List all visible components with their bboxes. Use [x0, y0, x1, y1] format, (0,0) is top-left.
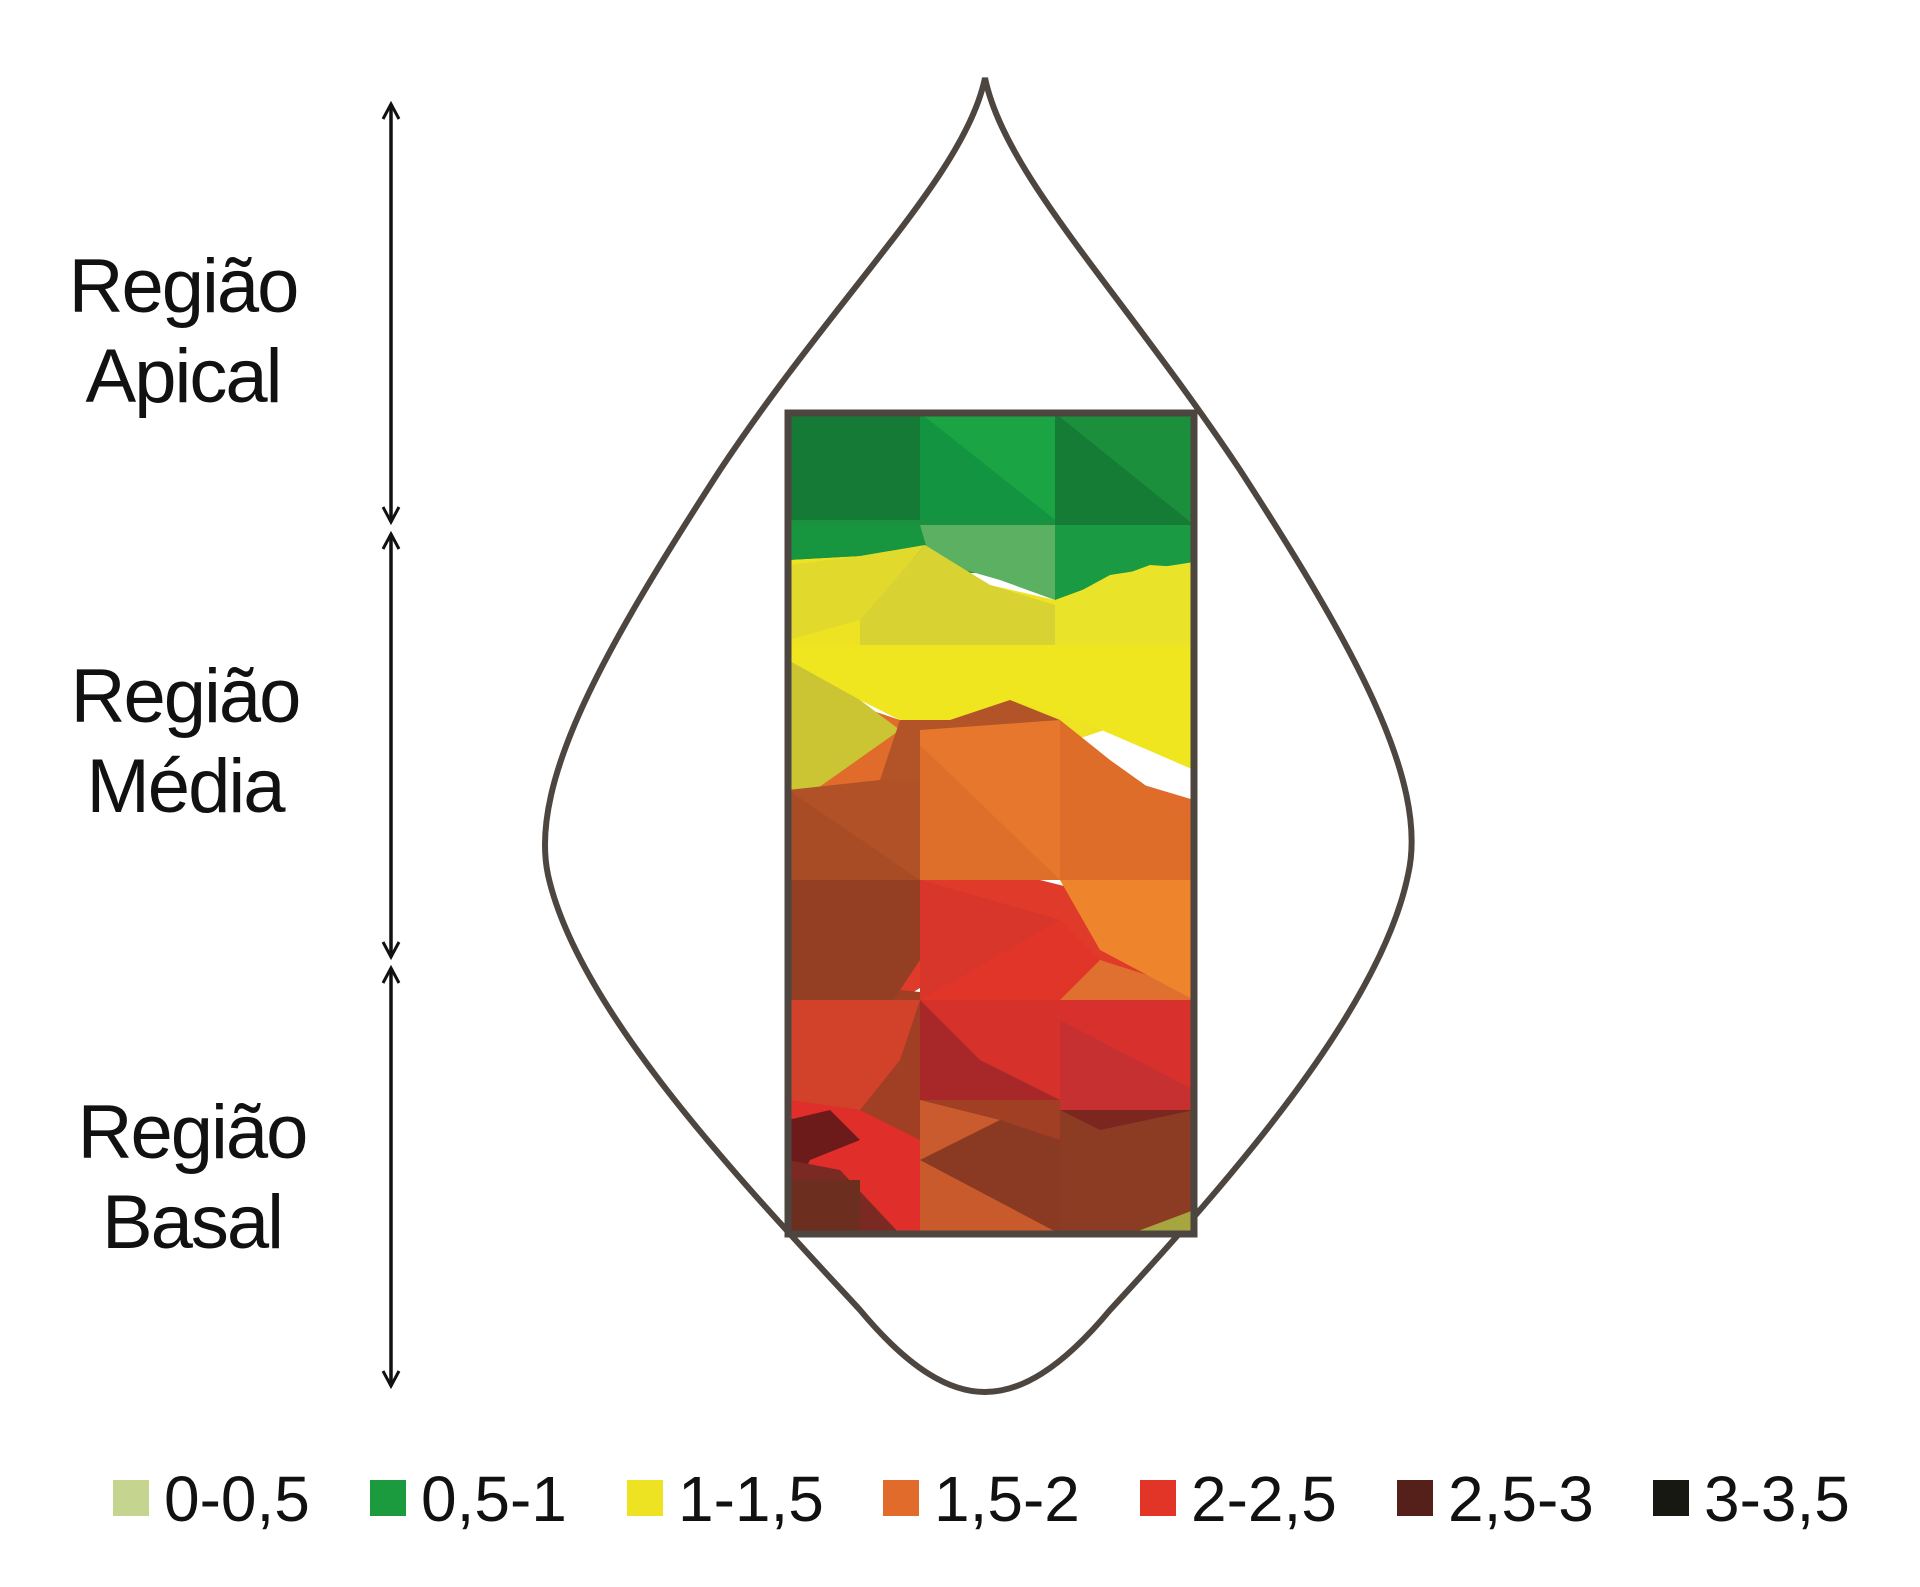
legend-label-4: 2-2,5: [1191, 1463, 1337, 1535]
legend-label-5: 2,5-3: [1448, 1463, 1594, 1535]
legend-swatch-6: [1653, 1480, 1689, 1516]
legend-label-1: 0,5-1: [421, 1463, 567, 1535]
apical-region-label-line1: Região: [69, 244, 298, 329]
legend-swatch-4: [1140, 1480, 1176, 1516]
legend-label-3: 1,5-2: [934, 1463, 1080, 1535]
legend-label-2: 1-1,5: [678, 1463, 824, 1535]
legend-swatch-0: [113, 1480, 149, 1516]
heat-map-frame: [784, 409, 1198, 1238]
legend-label-0: 0-0,5: [164, 1463, 310, 1535]
middle-region-label-line2: Média: [87, 744, 287, 829]
legend-swatch-2: [627, 1480, 663, 1516]
legend-swatch-3: [883, 1480, 919, 1516]
middle-region-label-line1: Região: [71, 654, 300, 739]
legend-label-6: 3-3,5: [1704, 1463, 1850, 1535]
heat-map: [788, 413, 1194, 1234]
leaf-outline: [542, 77, 1415, 1396]
basal-region-label-line2: Basal: [102, 1180, 282, 1265]
legend-swatch-1: [370, 1480, 406, 1516]
apical-region-label-line2: Apical: [86, 334, 281, 419]
legend-swatch-5: [1397, 1480, 1433, 1516]
basal-region-label-line1: Região: [78, 1090, 307, 1175]
legend: 0-0,5 0,5-1 1-1,5 1,5-2 2-2,5 2,5-3 3-3,…: [113, 1463, 1850, 1535]
